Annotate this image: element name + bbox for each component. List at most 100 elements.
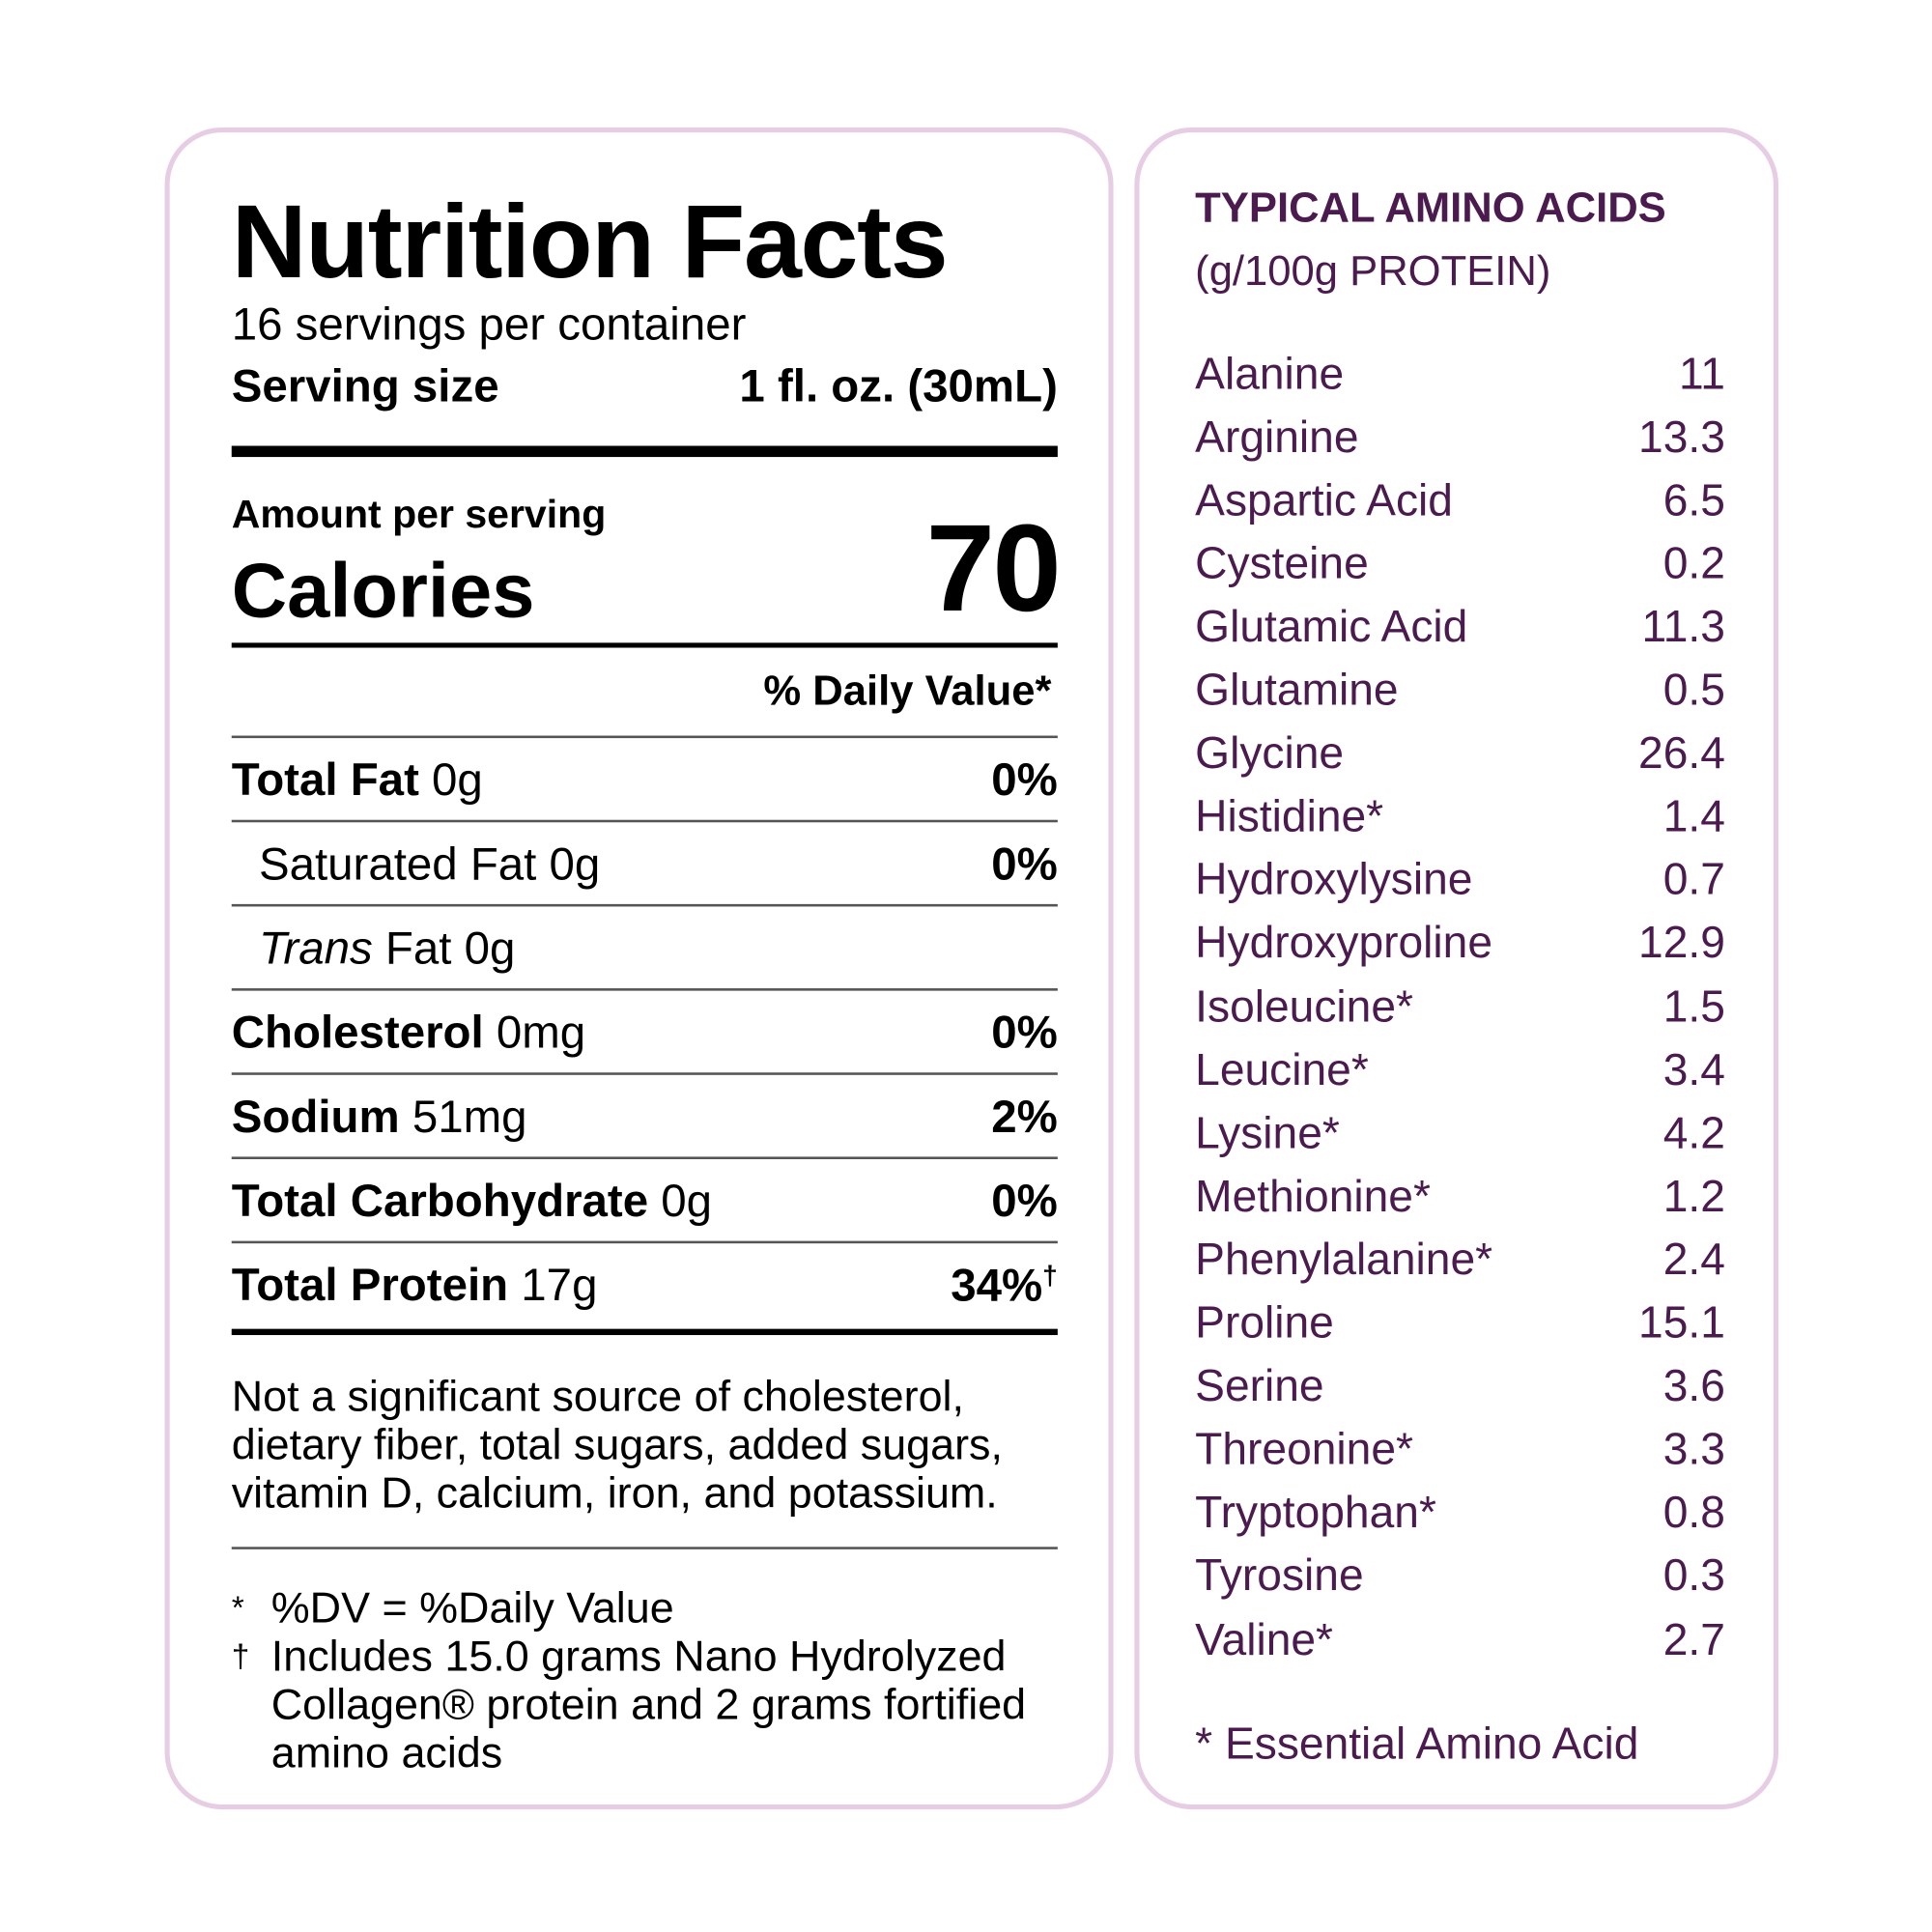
amino-acid-value: 11	[1678, 347, 1725, 399]
amino-acid-name: Tyrosine	[1195, 1549, 1364, 1601]
amino-acid-row: Histidine* 1.4	[1195, 784, 1725, 847]
dv-value: 0%	[991, 838, 1058, 890]
nutrient-row: Cholesterol 0mg 0%	[232, 991, 1058, 1075]
amino-acid-name: Lysine*	[1195, 1106, 1340, 1158]
amino-acid-row: Phenylalanine* 2.4	[1195, 1228, 1725, 1291]
amino-acid-value: 0.8	[1662, 1486, 1725, 1538]
nutrient-amount: 0g	[464, 923, 516, 974]
nutrient-amount: 0mg	[496, 1007, 586, 1058]
amino-acid-name: Glutamic Acid	[1195, 600, 1468, 652]
nutrient-name: Total Fat 0g	[232, 754, 483, 807]
divider	[231, 1156, 1058, 1159]
amino-acid-name: Isoleucine*	[1195, 980, 1413, 1032]
daily-value-percent: 0%	[991, 754, 1058, 807]
nutrient-name: Sodium 51mg	[232, 1091, 527, 1143]
dagger-mark: †	[1042, 1259, 1058, 1291]
amount-per-serving: Amount per serving	[231, 491, 607, 537]
amino-acid-name: Cysteine	[1195, 537, 1369, 588]
nutrient-name-italic: Trans	[258, 923, 373, 974]
nutrient-name: Cholesterol 0mg	[232, 1007, 585, 1059]
footnote: * %DV = %Daily Value	[232, 1584, 674, 1633]
amino-acid-value: 3.4	[1662, 1043, 1725, 1094]
amino-acid-value: 26.4	[1638, 726, 1725, 779]
nutrition-title: Nutrition Facts	[231, 183, 949, 300]
amino-subtitle: (g/100g PROTEIN)	[1195, 247, 1551, 296]
nutrient-amount: 0g	[661, 1175, 713, 1227]
amino-acids-panel: TYPICAL AMINO ACIDS (g/100g PROTEIN) Ala…	[1134, 128, 1779, 1810]
nutrient-name: Total Protein 17g	[232, 1260, 598, 1312]
daily-value-percent: 2%	[991, 1091, 1058, 1143]
nutrient-row: Saturated Fat 0g 0%	[259, 822, 1058, 906]
amino-acid-value: 6.5	[1662, 473, 1725, 526]
nutrient-amount: 51mg	[412, 1091, 527, 1143]
not-significant-note: Not a significant source of cholesterol,…	[231, 1372, 1003, 1518]
nutrient-name-text: Total Fat	[231, 753, 419, 806]
nutrient-row: Trans Fat 0g	[259, 906, 1058, 990]
nutrient-row: Sodium 51mg 2%	[232, 1075, 1058, 1159]
amino-acid-name: Histidine*	[1195, 790, 1384, 841]
nutrient-name: Total Carbohydrate 0g	[232, 1176, 712, 1228]
nutrient-name-text: Total Carbohydrate	[231, 1175, 649, 1227]
amino-acid-value: 2.4	[1662, 1233, 1725, 1285]
amino-acid-value: 0.3	[1662, 1549, 1725, 1601]
dv-value: 2%	[991, 1091, 1058, 1143]
nutrient-name: Trans Fat 0g	[259, 923, 515, 975]
nutrient-row: Total Fat 0g 0%	[232, 738, 1058, 822]
amino-acid-name: Arginine	[1195, 411, 1359, 462]
nutrient-amount: 0g	[549, 838, 601, 890]
footnote-mark: *	[231, 1588, 244, 1627]
footnote-text: Includes 15.0 grams Nano Hydrolyzed Coll…	[270, 1632, 1027, 1777]
divider	[231, 1547, 1058, 1549]
nutrient-amount: 0g	[432, 753, 483, 806]
amino-acid-name: Hydroxylysine	[1195, 853, 1473, 905]
amino-acid-row: Tryptophan* 0.8	[1195, 1481, 1725, 1544]
nutrient-name-text: Sodium	[231, 1091, 400, 1143]
nutrient-name-text: Saturated Fat	[258, 838, 537, 890]
amino-acid-row: Hydroxylysine 0.7	[1195, 848, 1725, 911]
amino-acid-name: Valine*	[1195, 1612, 1334, 1664]
amino-acid-name: Alanine	[1195, 347, 1345, 399]
divider	[231, 819, 1058, 822]
daily-value-percent: 0%	[991, 1007, 1058, 1059]
amino-acid-row: Serine 3.6	[1195, 1354, 1725, 1417]
amino-acid-row: Tyrosine 0.3	[1195, 1545, 1725, 1607]
amino-acid-row: Valine* 2.7	[1195, 1607, 1725, 1670]
amino-acid-name: Aspartic Acid	[1195, 473, 1453, 526]
calories-value: 70	[925, 498, 1062, 639]
dv-value: 34%	[951, 1260, 1043, 1311]
dv-value: 0%	[991, 753, 1058, 806]
amino-acid-name: Phenylalanine*	[1195, 1233, 1493, 1285]
amino-acid-value: 0.2	[1662, 537, 1725, 588]
thick-divider	[231, 1328, 1058, 1336]
amino-acid-value: 13.3	[1638, 411, 1725, 462]
nutrient-row: Total Carbohydrate 0g 0%	[232, 1159, 1058, 1243]
amino-acid-row: Threonine* 3.3	[1195, 1418, 1725, 1481]
amino-acid-row: Methionine* 1.2	[1195, 1165, 1725, 1228]
daily-value-percent: 0%	[991, 1176, 1058, 1228]
daily-value-header: % Daily Value*	[763, 668, 1052, 715]
amino-acid-row: Isoleucine* 1.5	[1195, 975, 1725, 1037]
amino-acid-name: Glycine	[1195, 726, 1345, 779]
footnote: † Includes 15.0 grams Nano Hydrolyzed Co…	[232, 1633, 1062, 1777]
footnote-mark: †	[231, 1636, 250, 1675]
nutrient-name-text: Total Protein	[231, 1259, 509, 1311]
amino-acid-name: Methionine*	[1195, 1170, 1431, 1221]
daily-value-percent: 34%†	[951, 1260, 1058, 1312]
amino-acid-name: Hydroxyproline	[1195, 917, 1493, 968]
divider	[231, 1072, 1058, 1075]
thick-divider	[231, 445, 1058, 458]
amino-acid-name: Threonine*	[1195, 1423, 1413, 1474]
divider	[231, 903, 1058, 906]
amino-acid-value: 2.7	[1662, 1612, 1725, 1664]
calories-label: Calories	[231, 548, 535, 635]
dv-value: 0%	[991, 1175, 1058, 1227]
amino-acid-row: Aspartic Acid 6.5	[1195, 469, 1725, 531]
serving-size-label: Serving size	[231, 360, 499, 412]
amino-acid-value: 1.4	[1662, 790, 1725, 841]
daily-value-percent: 0%	[991, 838, 1058, 891]
divider	[231, 988, 1058, 990]
amino-acid-name: Leucine*	[1195, 1043, 1369, 1094]
amino-acid-row: Leucine* 3.4	[1195, 1037, 1725, 1100]
footnote-text: %DV = %Daily Value	[270, 1583, 674, 1633]
servings-per-container: 16 servings per container	[231, 298, 747, 350]
